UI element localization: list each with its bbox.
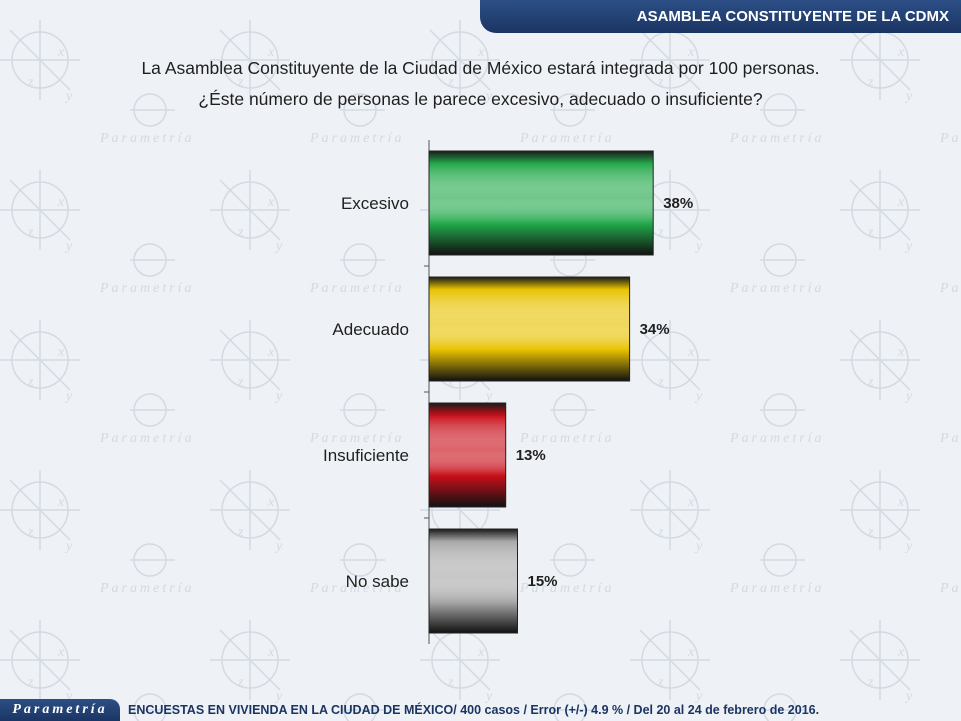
question-line-1: La Asamblea Constituyente de la Ciudad d… [141, 58, 820, 78]
category-label: Excesivo [341, 194, 409, 213]
footer-note: ENCUESTAS EN VIVIENDA EN LA CIUDAD DE MÉ… [128, 703, 820, 717]
question-line-2: ¿Éste número de personas le parece exces… [198, 89, 763, 109]
category-label: No sabe [346, 572, 409, 591]
value-label: 13% [516, 447, 546, 464]
value-label: 15% [528, 573, 558, 590]
bar-adecuado [428, 276, 631, 382]
bar-excesivo [428, 150, 654, 256]
category-label: Adecuado [332, 320, 409, 339]
footer-logo: Parametría [0, 699, 120, 721]
header-banner: ASAMBLEA CONSTITUYENTE DE LA CDMX [480, 0, 961, 33]
header-title: ASAMBLEA CONSTITUYENTE DE LA CDMX [636, 8, 949, 25]
value-label: 38% [663, 195, 693, 212]
bar-insuficiente [428, 402, 507, 508]
bar-no-sabe [428, 528, 518, 634]
footer-logo-text: Parametría [12, 702, 108, 717]
value-label: 34% [640, 321, 670, 338]
category-label: Insuficiente [323, 446, 409, 465]
